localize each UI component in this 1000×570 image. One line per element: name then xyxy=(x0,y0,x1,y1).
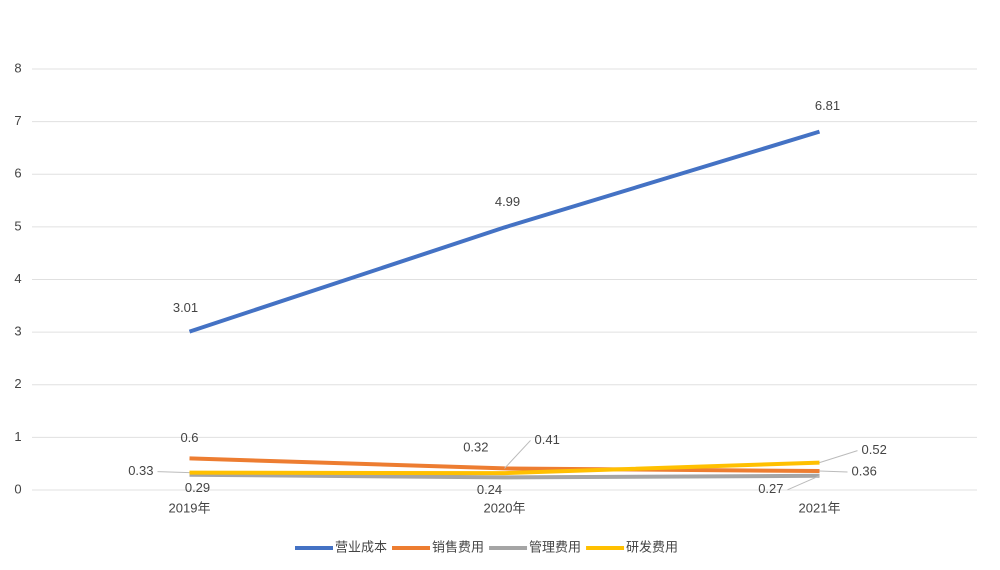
data-label: 0.32 xyxy=(463,440,488,455)
leader-line xyxy=(504,440,531,469)
y-tick-label: 7 xyxy=(14,113,21,128)
data-label: 0.33 xyxy=(128,463,153,478)
y-tick-label: 4 xyxy=(14,271,21,286)
y-tick-label: 5 xyxy=(14,218,21,233)
leader-line xyxy=(819,450,858,464)
x-tick-label: 2021年 xyxy=(799,500,841,515)
y-tick-label: 6 xyxy=(14,166,21,181)
data-label: 0.24 xyxy=(477,482,502,497)
legend-label: 销售费用 xyxy=(432,539,484,554)
y-tick-label: 3 xyxy=(14,324,21,339)
x-tick-label: 2020年 xyxy=(484,500,526,515)
data-label: 0.36 xyxy=(852,463,877,478)
data-label: 6.81 xyxy=(815,98,840,113)
series-line xyxy=(189,460,820,476)
x-tick-label: 2019年 xyxy=(169,500,211,515)
data-label: 0.27 xyxy=(758,481,783,496)
series-line xyxy=(189,472,820,480)
data-label: 0.29 xyxy=(185,480,210,495)
data-label: 4.99 xyxy=(495,194,520,209)
y-tick-label: 2 xyxy=(14,376,21,391)
leader-line xyxy=(157,471,190,474)
legend-label: 研发费用 xyxy=(626,539,678,554)
y-tick-label: 0 xyxy=(14,481,21,496)
y-tick-label: 8 xyxy=(14,60,21,75)
series-line xyxy=(188,129,821,334)
data-label: 0.6 xyxy=(180,430,198,445)
leader-line xyxy=(787,475,820,491)
leader-line xyxy=(819,470,848,473)
data-label: 0.52 xyxy=(862,442,887,457)
legend-label: 管理费用 xyxy=(529,539,581,554)
data-label: 0.41 xyxy=(535,432,560,447)
data-label: 3.01 xyxy=(173,300,198,315)
legend-label: 营业成本 xyxy=(335,539,387,554)
y-tick-label: 1 xyxy=(14,429,21,444)
